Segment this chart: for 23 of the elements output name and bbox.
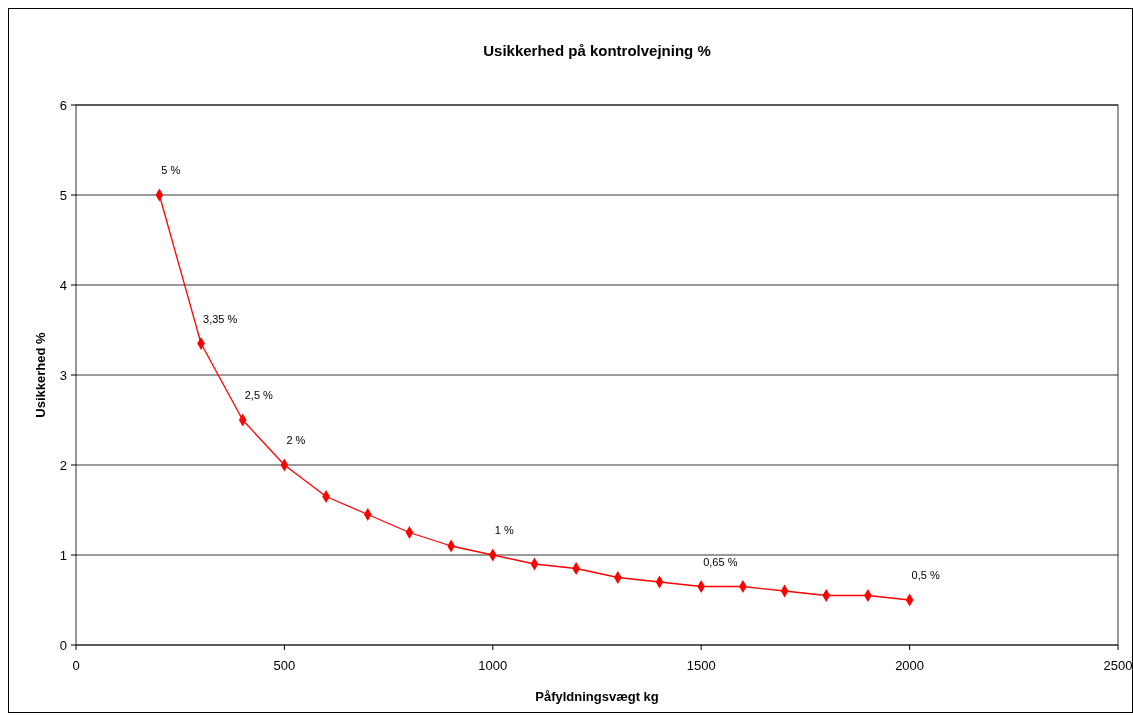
y-tick-label: 2 (59, 457, 67, 473)
data-label: 5 % (161, 164, 181, 176)
x-tick-label: 1500 (686, 658, 716, 673)
data-label: 3,35 % (203, 312, 238, 325)
y-tick-label: 1 (59, 547, 67, 563)
y-tick-label: 4 (59, 277, 67, 293)
x-axis-title: Påfyldningsvægt kg (535, 689, 659, 704)
chart-title: Usikkerhed på kontrolvejning % (483, 42, 711, 59)
y-tick-label: 6 (59, 97, 67, 113)
y-tick-label: 5 (59, 187, 67, 203)
data-label: 2,5 % (244, 389, 274, 401)
x-tick-label: 0 (72, 658, 80, 673)
x-tick-label: 1000 (478, 658, 508, 673)
y-tick-label: 0 (59, 637, 67, 653)
data-label: 2 % (286, 434, 306, 446)
x-tick-label: 500 (273, 658, 296, 673)
x-tick-label: 2000 (895, 658, 925, 673)
data-label: 0,5 % (911, 569, 940, 581)
x-tick-label: 2500 (1103, 658, 1133, 673)
data-label: 1 % (494, 524, 514, 536)
data-label: 0,65 % (703, 555, 738, 568)
y-axis-title: Usikkerhed % (33, 331, 48, 418)
y-tick-label: 3 (59, 367, 67, 383)
